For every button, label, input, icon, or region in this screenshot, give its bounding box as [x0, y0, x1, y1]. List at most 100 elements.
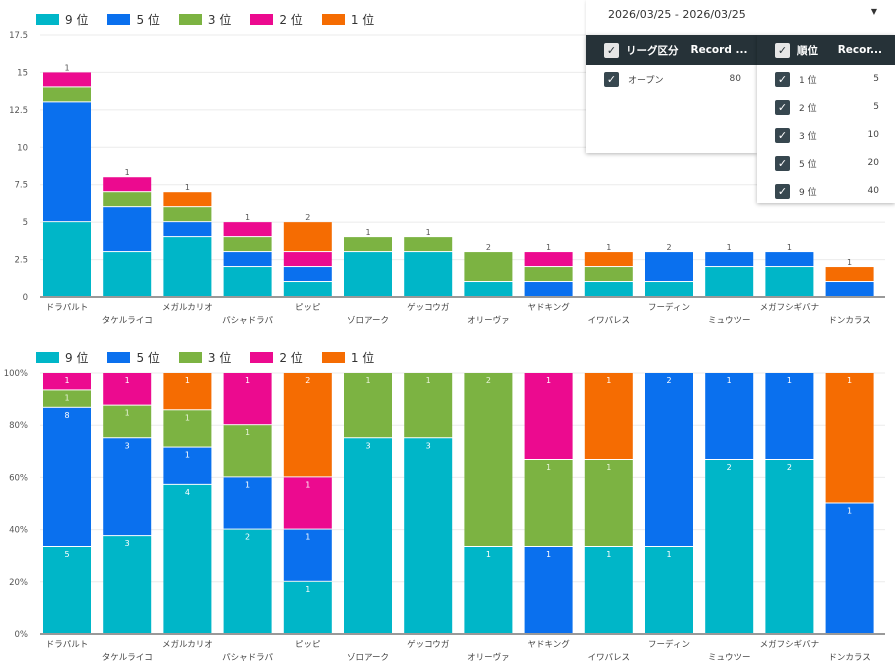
bar-data-label: 2	[666, 243, 671, 252]
x-category-label: メガフシギバナ	[760, 639, 820, 650]
checkbox-checked-icon[interactable]: ✓	[775, 71, 790, 87]
bar-segment	[223, 477, 272, 529]
bar-data-label: 3	[125, 539, 130, 548]
select-all-checkbox[interactable]: ✓	[775, 42, 790, 58]
legend-swatch-5	[107, 352, 131, 363]
legend-swatch-3	[178, 14, 202, 25]
y-tick-label: 5	[23, 218, 28, 228]
legend-item[interactable]: 5 位	[107, 349, 160, 366]
bar-segment	[825, 267, 874, 282]
y-tick-label: 40%	[9, 526, 28, 536]
bar-segment	[43, 72, 91, 87]
legend-item[interactable]: 2 位	[250, 349, 303, 366]
legend-item[interactable]: 3 位	[178, 349, 232, 366]
rank-row-value: 20	[867, 158, 879, 168]
y-tick-label: 15	[17, 68, 28, 78]
date-range-control[interactable]: 2026/03/25 - 2026/03/25 ▼	[586, 0, 895, 35]
legend-item[interactable]: 9 位	[36, 11, 88, 28]
bar-data-label: 4	[185, 488, 190, 497]
bar-segment	[645, 547, 693, 633]
bar-segment	[223, 373, 272, 425]
bar-segment	[344, 237, 392, 252]
legend-item[interactable]: 5 位	[107, 11, 160, 28]
x-category-label: ドラパルト	[46, 303, 88, 313]
x-category-label: タケルライコ	[102, 316, 153, 326]
x-category-label: フーディン	[648, 302, 690, 313]
rank-row-label: 3 位	[799, 131, 817, 142]
date-range-text: 2026/03/25 - 2026/03/25	[608, 8, 746, 21]
checkbox-checked-icon[interactable]: ✓	[775, 183, 790, 199]
bar-segment	[103, 405, 152, 438]
bar-data-label: 1	[64, 63, 69, 72]
bar-segment	[103, 177, 152, 192]
rank-row[interactable]: ✓ 9 位 40	[757, 177, 895, 205]
bar-data-label: 1	[606, 243, 611, 252]
x-category-label: オリーヴァ	[467, 652, 510, 663]
bar-segment	[584, 267, 633, 282]
rank-row[interactable]: ✓ 3 位 10	[757, 121, 895, 149]
bar-segment	[645, 252, 693, 282]
bar-segment	[103, 207, 152, 252]
bar-data-label: 8	[64, 411, 69, 420]
bar-data-label: 1	[787, 243, 792, 252]
dropdown-caret-icon[interactable]: ▼	[870, 7, 877, 16]
x-category-label: ヤドキング	[527, 639, 570, 650]
bar-segment	[43, 407, 91, 546]
x-category-label: ゾロアーク	[347, 653, 389, 663]
legend-item[interactable]: 9 位	[36, 349, 88, 366]
bar-data-label: 1	[125, 409, 130, 418]
checkbox-checked-icon[interactable]: ✓	[775, 99, 790, 115]
bar-segment	[163, 222, 212, 237]
bar-segment	[584, 282, 633, 296]
x-category-label: イワパレス	[588, 316, 630, 326]
bar-data-label: 1	[666, 550, 671, 559]
bar-segment	[223, 252, 272, 267]
bar-segment	[283, 222, 332, 252]
legend-item[interactable]: 1 位	[321, 11, 374, 28]
bar-data-label: 3	[426, 441, 431, 450]
legend-label: 5 位	[136, 13, 160, 27]
bar-segment	[43, 373, 91, 390]
bar-data-label: 1	[486, 550, 491, 559]
rank-row-value: 10	[867, 130, 879, 140]
bar-data-label: 1	[847, 507, 852, 516]
league-row[interactable]: ✓ オープン 80	[586, 65, 757, 93]
bar-data-label: 3	[365, 441, 370, 450]
legend-item[interactable]: 1 位	[321, 349, 374, 366]
bar-segment	[283, 252, 332, 267]
bar-data-label: 1	[245, 480, 250, 489]
y-tick-label: 17.5	[9, 31, 28, 41]
legend-label: 9 位	[65, 351, 89, 365]
legend-item[interactable]: 2 位	[250, 11, 303, 28]
checkbox-checked-icon[interactable]: ✓	[604, 71, 619, 87]
bar-data-label: 2	[245, 533, 250, 542]
select-all-checkbox[interactable]: ✓	[604, 42, 619, 58]
bar-data-label: 1	[426, 228, 431, 237]
league-row-value: 80	[729, 74, 741, 84]
checkbox-checked-icon[interactable]: ✓	[775, 127, 790, 143]
league-header-metric[interactable]: Record ...	[690, 44, 748, 56]
legend-label: 3 位	[207, 351, 232, 365]
rank-row[interactable]: ✓ 2 位 5	[757, 93, 895, 121]
legend-top: 9 位 5 位 3 位 2 位 1 位	[36, 11, 393, 28]
bar-segment	[43, 102, 91, 222]
x-category-label: パシャドラパ	[222, 653, 273, 663]
bar-segment	[464, 373, 513, 546]
rank-row[interactable]: ✓ 1 位 5	[757, 65, 895, 93]
bar-segment	[103, 192, 152, 207]
bar-segment	[163, 192, 212, 207]
bar-segment	[524, 252, 573, 267]
checkbox-checked-icon[interactable]: ✓	[775, 155, 790, 171]
bar-data-label: 1	[787, 376, 792, 385]
bar-segment	[103, 536, 152, 633]
legend-swatch-1	[321, 352, 345, 363]
legend-item[interactable]: 3 位	[178, 11, 231, 28]
bar-segment	[163, 237, 212, 296]
bar-segment	[645, 282, 693, 296]
rank-row[interactable]: ✓ 5 位 20	[757, 149, 895, 177]
bar-data-label: 1	[606, 550, 611, 559]
bar-segment	[464, 282, 513, 296]
x-category-label: オリーヴァ	[467, 315, 510, 326]
rank-header-metric[interactable]: Recor...	[837, 44, 882, 56]
